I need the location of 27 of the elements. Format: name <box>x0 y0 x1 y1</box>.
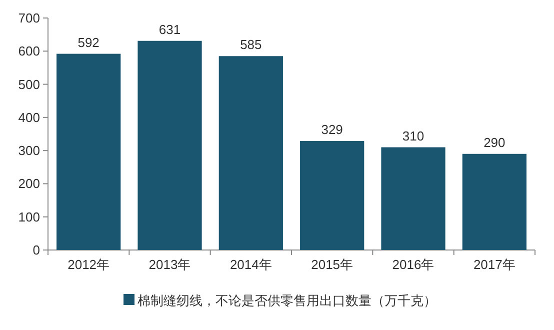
x-tick-label: 2012年 <box>68 257 110 272</box>
bar <box>218 56 283 250</box>
x-tick-label: 2017年 <box>473 257 516 272</box>
y-tick-label: 700 <box>18 10 40 26</box>
x-tick-label: 2014年 <box>230 257 272 272</box>
y-tick-label: 600 <box>18 44 40 59</box>
bar <box>138 40 202 250</box>
y-tick-label: 300 <box>18 143 40 158</box>
data-label: 585 <box>240 37 262 52</box>
bar <box>462 154 526 250</box>
data-label: 290 <box>484 134 506 150</box>
x-tick-label: 2013年 <box>148 257 191 272</box>
data-label: 592 <box>78 34 100 50</box>
bar <box>300 140 364 250</box>
y-tick-label: 0 <box>32 242 40 258</box>
y-tick-label: 100 <box>18 209 40 224</box>
x-tick-label: 2016年 <box>392 257 434 272</box>
y-tick-label: 500 <box>18 76 40 92</box>
x-tick-label: 2015年 <box>311 257 354 272</box>
bar <box>56 54 121 250</box>
bar <box>381 147 446 250</box>
data-label: 631 <box>158 22 181 37</box>
data-label: 329 <box>321 122 343 137</box>
y-tick-label: 400 <box>18 110 40 125</box>
data-label: 310 <box>402 128 424 144</box>
y-tick-label: 200 <box>18 176 40 192</box>
legend: 棉制缝纫线，不论是否供零售用出口数量（万千克） <box>124 293 436 308</box>
